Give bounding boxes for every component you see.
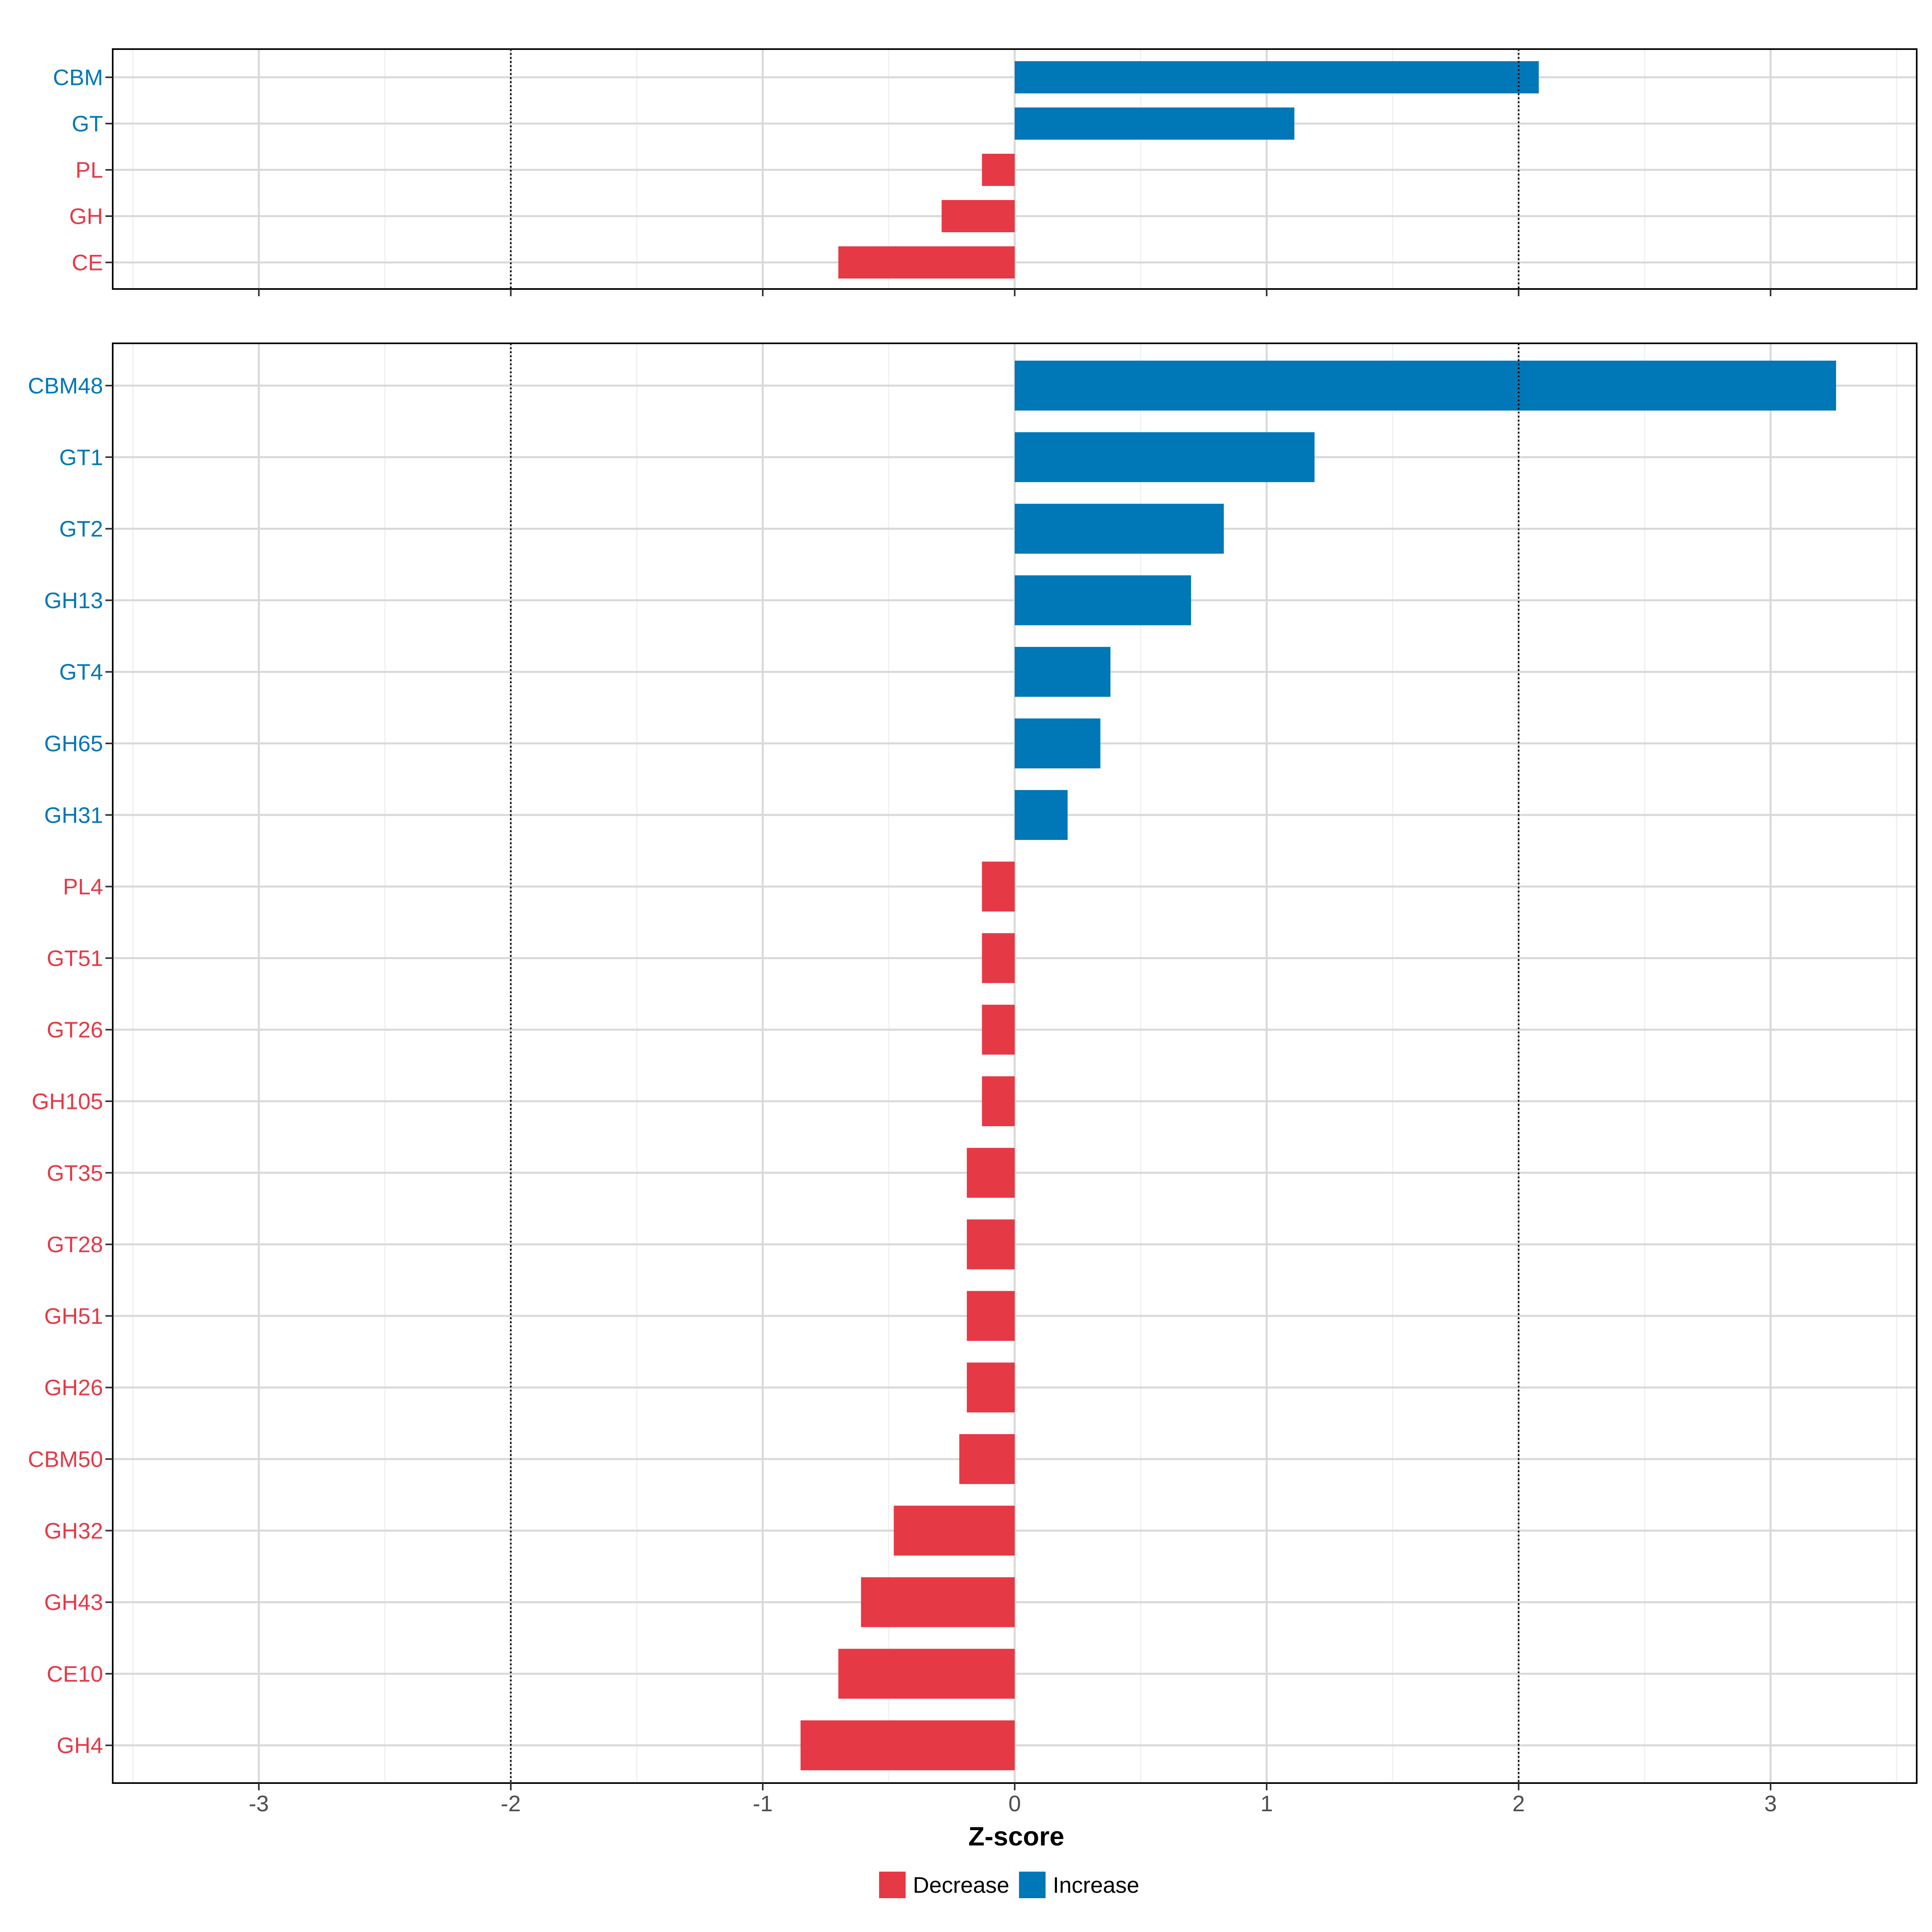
legend-swatch-decrease bbox=[879, 1872, 906, 1898]
category-label: GH51 bbox=[44, 1303, 103, 1329]
category-label: CE bbox=[72, 250, 103, 275]
category-label: GH105 bbox=[32, 1089, 103, 1114]
category-label: GT51 bbox=[47, 945, 103, 971]
category-label: CBM48 bbox=[28, 373, 103, 398]
category-label: GT28 bbox=[47, 1232, 103, 1257]
bar-CBM50 bbox=[959, 1434, 1015, 1484]
category-label: GT26 bbox=[47, 1017, 103, 1042]
x-tick-label: -1 bbox=[753, 1791, 773, 1816]
x-tick-label: 2 bbox=[1512, 1791, 1525, 1816]
category-label: CBM50 bbox=[28, 1447, 103, 1472]
bar-GH bbox=[941, 200, 1015, 232]
category-label: CE10 bbox=[47, 1661, 103, 1686]
family-level-panel: CBM48 GT1 GT2 GH13 GT4 GH65 GH31 PL4 GT51 GT26 GH1… bbox=[28, 343, 1918, 1790]
bar-CE10 bbox=[838, 1649, 1015, 1699]
bar-GH51 bbox=[967, 1291, 1015, 1341]
x-tick-label: -3 bbox=[249, 1791, 269, 1816]
category-label: GH65 bbox=[44, 731, 103, 756]
bar-GT28 bbox=[967, 1219, 1015, 1269]
category-label: GH31 bbox=[44, 802, 103, 828]
bar-GT26 bbox=[982, 1005, 1015, 1055]
category-label: GH32 bbox=[44, 1518, 103, 1543]
class-level-panel: CBM GT PL GH CE bbox=[53, 48, 1918, 296]
bar-GH4 bbox=[800, 1720, 1015, 1771]
category-label: GH4 bbox=[57, 1733, 103, 1758]
bar-GH65 bbox=[1015, 718, 1100, 768]
bar-GH31 bbox=[1015, 790, 1068, 840]
category-label: GT bbox=[72, 111, 103, 136]
category-label: GT4 bbox=[59, 659, 103, 685]
category-label: GH13 bbox=[44, 588, 103, 613]
category-label: CBM bbox=[53, 65, 103, 90]
bar-GH13 bbox=[1015, 575, 1191, 625]
category-label: PL4 bbox=[63, 874, 103, 899]
legend: Decrease Increase bbox=[879, 1872, 1139, 1898]
category-label: GH26 bbox=[44, 1375, 103, 1400]
bar-GT51 bbox=[982, 933, 1015, 983]
bar-GH43 bbox=[861, 1577, 1015, 1627]
bar-CBM bbox=[1015, 61, 1539, 93]
category-label: GH bbox=[69, 204, 103, 229]
bar-GT4 bbox=[1015, 647, 1110, 697]
bar-GT35 bbox=[967, 1148, 1015, 1198]
legend-label-decrease: Decrease bbox=[913, 1872, 1009, 1898]
bar-GT bbox=[1015, 107, 1294, 140]
bar-GT1 bbox=[1015, 432, 1315, 482]
bar-GH105 bbox=[982, 1076, 1015, 1126]
x-axis: -3 -2 -1 0 1 2 3 bbox=[249, 1791, 1777, 1816]
category-label: GT1 bbox=[59, 444, 103, 470]
legend-label-increase: Increase bbox=[1053, 1872, 1139, 1898]
category-label: PL bbox=[76, 157, 103, 183]
x-axis-title: Z-score bbox=[968, 1821, 1064, 1851]
x-tick-label: 1 bbox=[1260, 1791, 1273, 1816]
bar-GT2 bbox=[1015, 504, 1224, 554]
category-label: GH43 bbox=[44, 1589, 103, 1615]
bar-PL bbox=[982, 154, 1015, 186]
legend-swatch-increase bbox=[1019, 1872, 1046, 1898]
bar-GH26 bbox=[967, 1362, 1015, 1413]
category-label: GT2 bbox=[59, 516, 103, 541]
bar-PL4 bbox=[982, 861, 1015, 912]
category-label: GT35 bbox=[47, 1160, 103, 1185]
x-tick-label: 0 bbox=[1008, 1791, 1021, 1816]
x-tick-label: -2 bbox=[501, 1791, 521, 1816]
bar-CBM48 bbox=[1015, 361, 1836, 411]
x-tick-label: 3 bbox=[1764, 1791, 1777, 1816]
bar-CE bbox=[838, 246, 1015, 279]
bar-GH32 bbox=[894, 1505, 1015, 1556]
